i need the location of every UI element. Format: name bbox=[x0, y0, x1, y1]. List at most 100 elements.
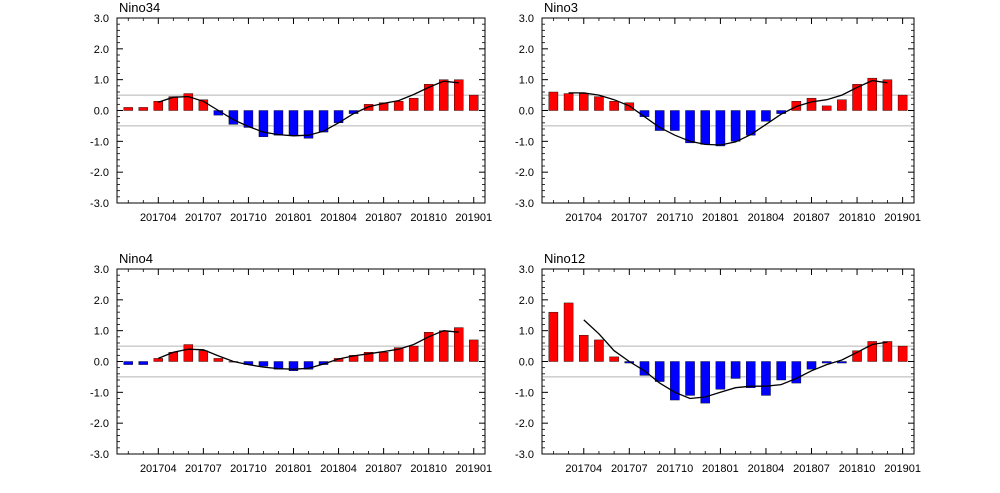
y-tick-label: 0.0 bbox=[519, 106, 534, 118]
y-tick-label: -2.0 bbox=[90, 167, 109, 179]
x-tick-label: 201707 bbox=[185, 463, 222, 475]
bar bbox=[363, 352, 374, 362]
y-tick-label: 1.0 bbox=[519, 75, 534, 87]
x-tick-label: 201704 bbox=[140, 212, 177, 224]
x-tick-label: 201801 bbox=[275, 463, 312, 475]
bar bbox=[791, 361, 802, 384]
y-tick-label: -2.0 bbox=[90, 418, 109, 430]
bar bbox=[198, 350, 209, 362]
bar bbox=[123, 107, 133, 111]
bar bbox=[670, 110, 680, 131]
y-tick-label: 0.0 bbox=[94, 357, 109, 369]
bar bbox=[609, 101, 619, 111]
bar bbox=[469, 94, 479, 111]
bar bbox=[579, 335, 589, 362]
bar bbox=[882, 341, 893, 362]
bar bbox=[730, 361, 741, 379]
smoothed-line bbox=[583, 319, 888, 400]
bar bbox=[213, 358, 224, 362]
bar bbox=[654, 110, 665, 131]
bar bbox=[153, 101, 164, 111]
bar bbox=[579, 93, 589, 111]
bar bbox=[423, 332, 434, 362]
bar bbox=[746, 110, 756, 136]
bar bbox=[563, 93, 574, 111]
x-tick-label: 201804 bbox=[320, 463, 357, 475]
bar bbox=[198, 99, 209, 111]
x-axis: 201704 201707 201710 201801 201804 201807 2018… bbox=[127, 18, 492, 224]
x-tick-label: 201704 bbox=[565, 212, 602, 224]
y-tick-label: 0.0 bbox=[519, 357, 534, 369]
y-tick-label: 1.0 bbox=[94, 326, 109, 338]
bar bbox=[609, 356, 619, 362]
y-tick-label: 0.0 bbox=[94, 106, 109, 118]
bar bbox=[837, 361, 847, 364]
x-tick-label: 201810 bbox=[839, 463, 876, 475]
bar bbox=[867, 77, 878, 111]
x-tick-label: 201704 bbox=[565, 463, 602, 475]
x-tick-label: 201801 bbox=[702, 463, 739, 475]
x-tick-label: 201901 bbox=[884, 463, 921, 475]
x-tick-label: 201810 bbox=[839, 212, 876, 224]
bar bbox=[852, 84, 862, 111]
bar bbox=[303, 361, 314, 370]
bar bbox=[258, 110, 269, 137]
bar bbox=[548, 311, 559, 362]
bar bbox=[138, 361, 148, 365]
bar bbox=[438, 330, 449, 362]
y-axis: 3.0 2.0 1.0 0.0 -1.0 -2.0 -3.0 bbox=[515, 264, 914, 461]
bar bbox=[273, 110, 284, 136]
bar bbox=[776, 361, 786, 381]
bar bbox=[730, 110, 741, 142]
x-axis: 201704 201707 201710 201801 201804 201807 2018… bbox=[127, 269, 492, 475]
bar bbox=[746, 361, 756, 388]
panel-title: Nino12 bbox=[544, 251, 585, 266]
y-tick-label: 2.0 bbox=[94, 295, 109, 307]
bar bbox=[761, 361, 771, 396]
x-axis: 201704 201707 201710 201801 201804 201807 2018… bbox=[552, 269, 921, 475]
bar bbox=[867, 341, 878, 362]
bar bbox=[438, 79, 449, 111]
bar bbox=[123, 361, 133, 365]
smoothed-line bbox=[568, 79, 888, 146]
y-tick-label: -2.0 bbox=[515, 418, 534, 430]
x-tick-label: 201807 bbox=[793, 212, 830, 224]
x-tick-label: 201804 bbox=[748, 463, 785, 475]
bar bbox=[821, 105, 832, 111]
smoothed-line bbox=[158, 330, 459, 370]
bar bbox=[183, 344, 194, 362]
bar bbox=[806, 361, 817, 370]
bar bbox=[408, 97, 419, 111]
x-tick-label: 201807 bbox=[365, 463, 402, 475]
bar bbox=[393, 101, 404, 111]
bar bbox=[288, 361, 299, 371]
y-tick-label: -1.0 bbox=[90, 387, 109, 399]
y-tick-label: 1.0 bbox=[94, 75, 109, 87]
panel-title: Nino4 bbox=[119, 251, 153, 266]
x-tick-label: 201804 bbox=[320, 212, 357, 224]
bar bbox=[469, 339, 479, 362]
y-tick-label: 2.0 bbox=[519, 295, 534, 307]
bar bbox=[454, 79, 464, 111]
y-tick-label: 1.0 bbox=[519, 326, 534, 338]
x-tick-label: 201707 bbox=[611, 463, 648, 475]
bar bbox=[548, 91, 559, 111]
bar bbox=[258, 361, 269, 367]
y-axis: 3.0 2.0 1.0 0.0 -1.0 -2.0 -3.0 bbox=[90, 13, 485, 210]
bar bbox=[408, 345, 419, 362]
x-tick-label: 201807 bbox=[793, 463, 830, 475]
bar bbox=[243, 110, 254, 128]
x-tick-label: 201901 bbox=[884, 212, 921, 224]
y-tick-label: 2.0 bbox=[94, 44, 109, 56]
x-tick-label: 201810 bbox=[410, 463, 447, 475]
bar bbox=[670, 361, 680, 401]
y-tick-label: -3.0 bbox=[515, 198, 534, 210]
y-tick-label: -3.0 bbox=[515, 449, 534, 461]
bar bbox=[423, 84, 434, 111]
bar bbox=[852, 350, 862, 362]
bar bbox=[700, 110, 710, 145]
x-tick-label: 201901 bbox=[455, 463, 492, 475]
